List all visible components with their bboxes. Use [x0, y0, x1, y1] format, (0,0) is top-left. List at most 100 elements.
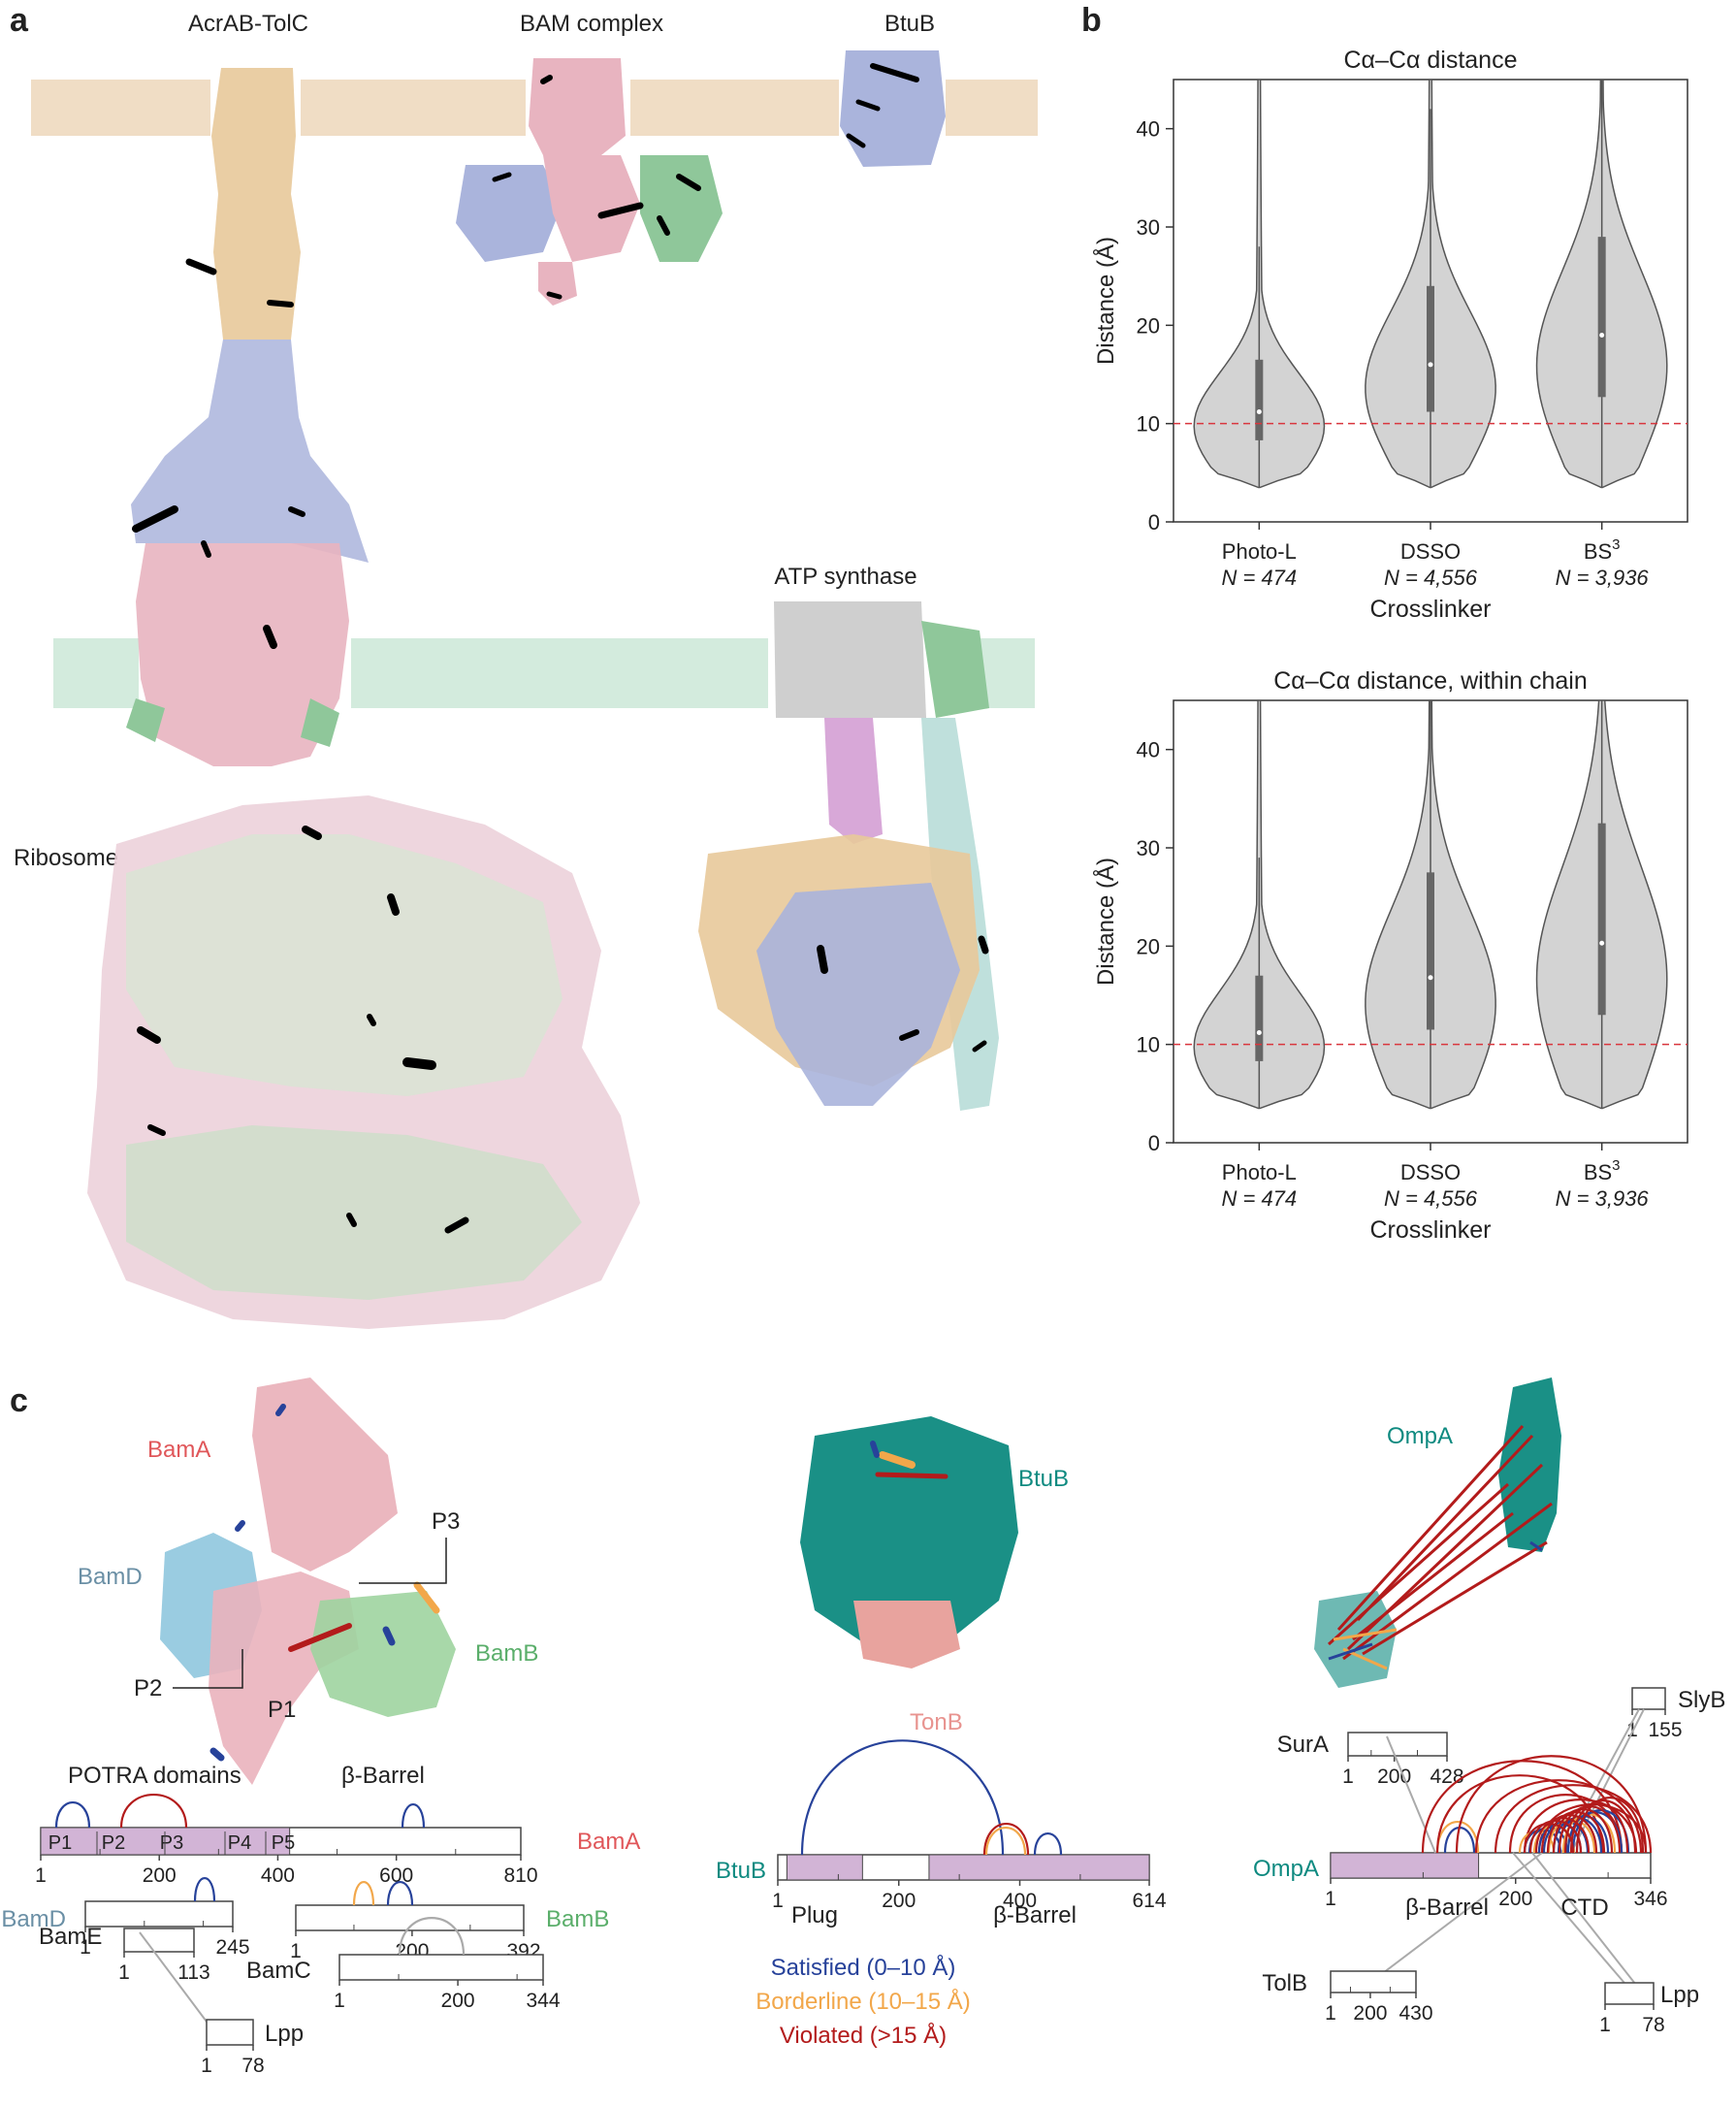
- crosslink-arc: [386, 1880, 414, 1906]
- crosslink-arc: [398, 1917, 466, 1956]
- ribosome-structure: [87, 795, 640, 1329]
- bam-pointer-lines: [173, 1538, 447, 1689]
- label-acrab-tolc: AcrAB-TolC: [188, 11, 308, 37]
- track-domain: [928, 1854, 1150, 1881]
- crosslink-arc: [1033, 1831, 1063, 1856]
- chart-title: Cα–Cα distance, within chain: [1273, 667, 1588, 695]
- violin-median: [1428, 362, 1433, 368]
- track-tick-label: 1: [772, 1890, 784, 1912]
- crosslink-arc: [1552, 1808, 1614, 1854]
- crosslink-arc: [1569, 1799, 1637, 1854]
- atp-synthase-structure: [698, 601, 999, 1111]
- x-tick-n: N = 3,936: [1556, 566, 1650, 590]
- track-name-btub: BtuB: [716, 1858, 766, 1884]
- potra-p3: P3: [160, 1832, 183, 1854]
- panel-label-b: b: [1081, 2, 1102, 39]
- potra-p1: P1: [48, 1832, 72, 1854]
- crosslink-arc: [984, 1827, 1027, 1856]
- label-potra-domains: POTRA domains: [68, 1763, 241, 1789]
- violin-chart-all: Cα–Cα distance 0 10 20 30 40 Distance (Å) Photo…: [1092, 47, 1688, 623]
- crosslink-arc: [1534, 1817, 1591, 1854]
- crosslink-arc: [193, 1877, 216, 1902]
- y-tick-label: 40: [1137, 117, 1160, 142]
- btub-track: 1 200 400 614 BtuB Plug β-Barrel: [716, 1739, 1167, 1928]
- track-name-ompa: OmpA: [1253, 1856, 1319, 1882]
- track-tick-label: 200: [882, 1890, 916, 1912]
- label-atp-synthase: ATP synthase: [774, 564, 916, 590]
- label-p2: P2: [134, 1675, 162, 1701]
- link-line: [1512, 1852, 1630, 1990]
- legend-violated: Violated (>15 Å): [780, 2022, 947, 2049]
- crosslink-arc: [1443, 1826, 1476, 1854]
- x-tick-label: Photo-L: [1222, 1160, 1297, 1184]
- label-ompa-c: OmpA: [1387, 1423, 1453, 1449]
- link-line: [1386, 1735, 1436, 1854]
- track-tick-label: 245: [215, 1936, 249, 1959]
- track-name-lpp: Lpp: [265, 2021, 304, 2047]
- track-name-bame: BamE: [39, 1924, 102, 1950]
- x-tick-n: N = 474: [1221, 566, 1297, 590]
- violin-median: [1599, 332, 1605, 338]
- label-p1: P1: [268, 1697, 296, 1723]
- inner-membrane: [53, 638, 1035, 708]
- bama-track: 1 200 400 600 810 P1 P2 P3 P4 P5 BamA: [35, 1794, 640, 1887]
- track-bar: [1330, 1970, 1417, 1993]
- track-name-sura: SurA: [1277, 1732, 1329, 1758]
- crosslink-arc: [1563, 1802, 1629, 1854]
- track-tick-label: 346: [1633, 1888, 1667, 1910]
- acrab-tolc-structure: [126, 68, 369, 766]
- y-tick-label: 0: [1148, 1131, 1160, 1155]
- x-tick-label: Photo-L: [1222, 539, 1297, 564]
- track-tick-label: 1: [334, 1990, 345, 2012]
- y-tick-label: 30: [1137, 836, 1160, 860]
- x-axis-label: Crosslinker: [1369, 596, 1491, 623]
- track-name-lpp-ompa: Lpp: [1660, 1982, 1699, 2008]
- potra-p5: P5: [272, 1832, 295, 1854]
- crosslink-arc: [1455, 1755, 1648, 1854]
- track-name-tolb: TolB: [1262, 1970, 1307, 1996]
- label-p3: P3: [432, 1508, 460, 1535]
- label-beta-barrel-bama: β-Barrel: [341, 1763, 425, 1789]
- panel-label-c: c: [10, 1382, 28, 1419]
- bame-track: 1 113 BamE: [39, 1924, 222, 2042]
- label-bamb: BamB: [475, 1640, 538, 1667]
- crosslink-arc: [352, 1881, 375, 1906]
- y-tick-label: 10: [1137, 1033, 1160, 1057]
- track-tick-label: 1: [1325, 1888, 1336, 1910]
- track-tick-label: 1: [80, 1936, 91, 1959]
- track-bar: [206, 2019, 254, 2046]
- violin-median: [1599, 940, 1605, 946]
- track-tick-label: 113: [177, 1961, 209, 1984]
- x-tick-label: BS3: [1584, 1157, 1621, 1184]
- violin-iqr-box: [1427, 285, 1434, 412]
- track-tick-label: 78: [241, 2055, 264, 2077]
- label-tonb: TonB: [910, 1709, 963, 1735]
- link-line: [1531, 1852, 1640, 1990]
- track-bar: [1347, 1732, 1448, 1757]
- ompa-structure: [1314, 1377, 1561, 1688]
- track-tick-label: 430: [1398, 2002, 1432, 2025]
- track-tick-label: 600: [379, 1864, 413, 1887]
- track-bar: [1604, 1982, 1655, 2005]
- bamc-track: 1 200 344 BamC: [246, 1917, 561, 2012]
- x-tick-label: DSSO: [1400, 539, 1461, 564]
- x-tick-n: N = 474: [1221, 1186, 1297, 1211]
- y-tick-label: 20: [1137, 313, 1160, 338]
- crosslink-arc: [1435, 1774, 1604, 1854]
- track-tick-label: 1: [1325, 2002, 1336, 2025]
- x-tick-label: BS3: [1584, 536, 1621, 564]
- violin-chart-within-chain: Cα–Cα distance, within chain 0 10 20 30 40 Dis…: [1092, 667, 1688, 1244]
- x-tick-n: N = 3,936: [1556, 1186, 1650, 1211]
- panel-label-a: a: [10, 2, 29, 39]
- label-ribosome: Ribosome: [14, 845, 118, 871]
- track-tick-label: 200: [1377, 1766, 1411, 1788]
- track-tick-label: 1: [1599, 2014, 1611, 2036]
- superscript: 3: [1612, 1157, 1620, 1174]
- track-tick-label: 1: [290, 1940, 302, 1962]
- label-ctd: CTD: [1560, 1895, 1608, 1921]
- crosslink-arc: [1540, 1814, 1598, 1854]
- violin-iqr-box: [1597, 823, 1606, 1016]
- link-line: [1374, 1852, 1543, 1980]
- label-bam-complex: BAM complex: [520, 11, 663, 37]
